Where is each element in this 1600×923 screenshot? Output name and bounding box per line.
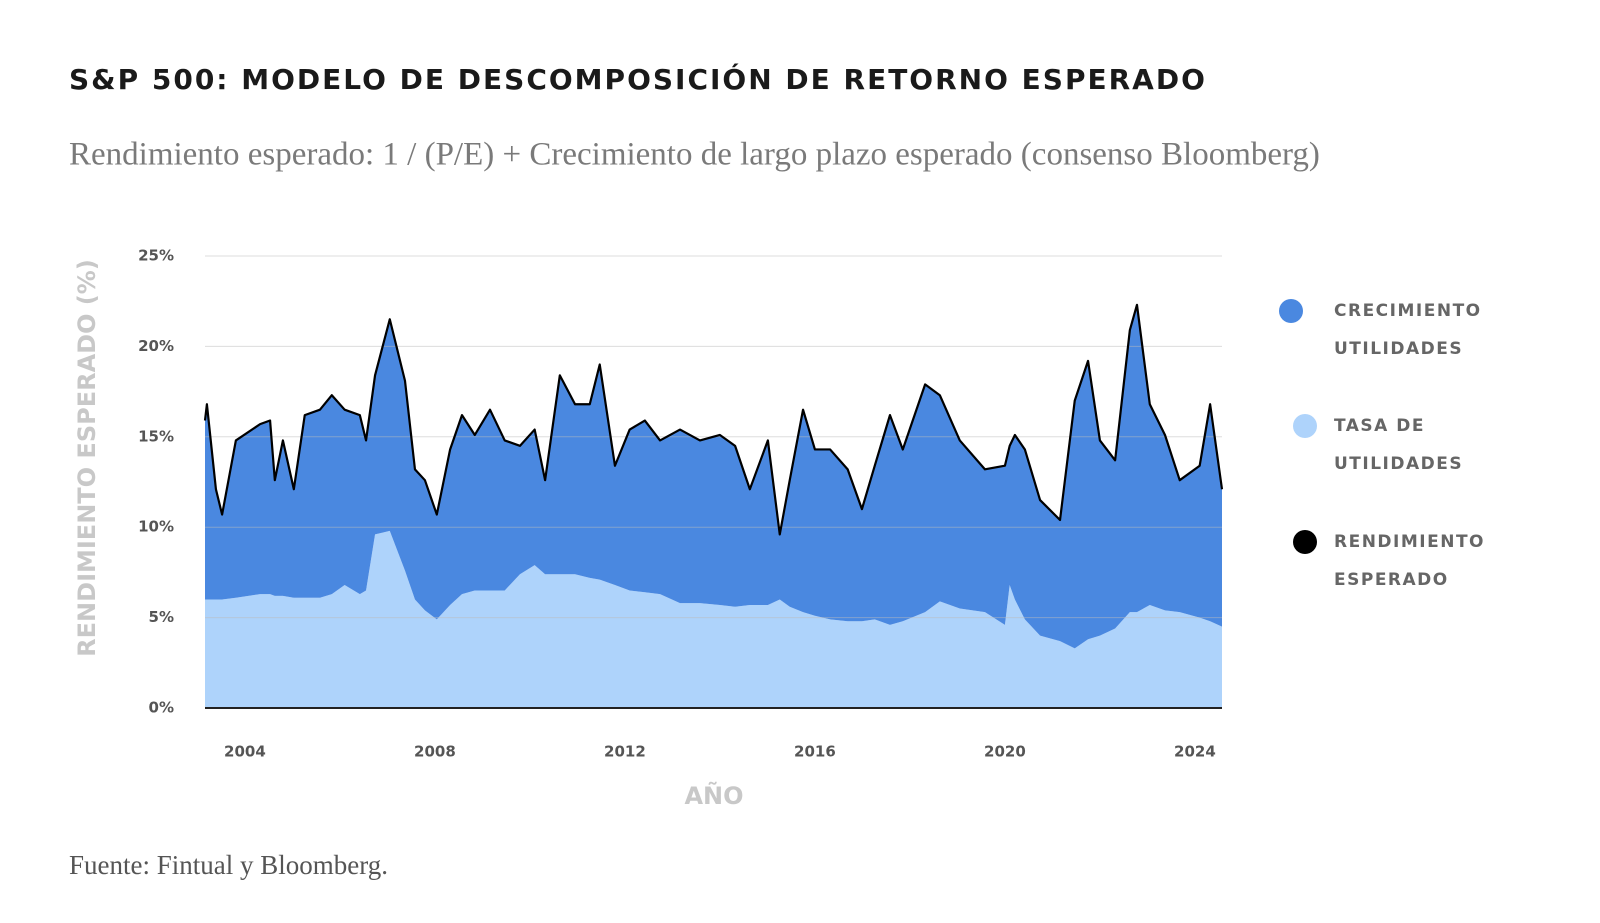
source-note: Fuente: Fintual y Bloomberg. [69, 850, 388, 880]
x-tick-label: 2024 [1174, 743, 1216, 761]
x-tick-label: 2008 [414, 743, 456, 761]
area [205, 304, 1222, 649]
line [203, 303, 1224, 536]
legend-label: RENDIMIENTO ESPERADO [1334, 532, 1485, 590]
legend-label: TASA DE UTILIDADES [1334, 416, 1464, 474]
legend-swatch [1279, 299, 1303, 323]
y-tick-label: 20% [138, 337, 174, 355]
x-tick-label: 2004 [224, 743, 266, 761]
chart-title: S&P 500: MODELO DE DESCOMPOSICIÓN DE RET… [69, 62, 1207, 96]
x-tick-label: 2016 [794, 743, 836, 761]
chart-subtitle: Rendimiento esperado: 1 / (P/E) + Crecim… [69, 137, 1320, 173]
legend-swatch [1293, 414, 1317, 438]
y-tick-label: 5% [149, 608, 174, 626]
y-tick-label: 15% [138, 427, 174, 445]
x-tick-label: 2020 [984, 743, 1026, 761]
x-axis-title: AÑO [684, 781, 743, 810]
y-axis-title: RENDIMIENTO ESPERADO (%) [73, 259, 101, 657]
x-tick-label: 2012 [604, 743, 646, 761]
y-tick-label: 0% [149, 699, 174, 717]
area [205, 530, 1222, 708]
y-tick-label: 10% [138, 518, 174, 536]
legend-swatch [1293, 530, 1317, 554]
legend-label: CRECIMIENTO UTILIDADES [1334, 301, 1482, 359]
y-tick-label: 25% [138, 247, 174, 265]
